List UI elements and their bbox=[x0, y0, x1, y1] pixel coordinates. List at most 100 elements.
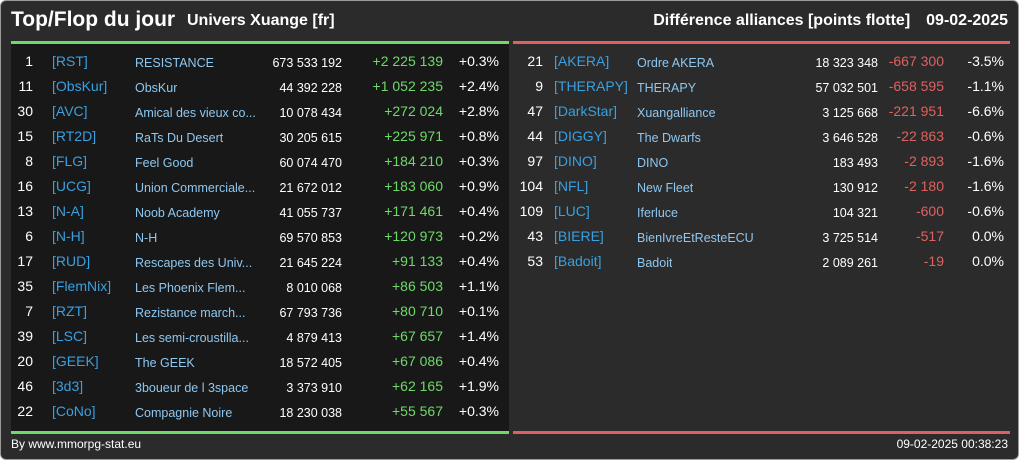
alliance-tag-link[interactable]: [DINO] bbox=[554, 153, 597, 169]
alliance-diff: +55 567 bbox=[392, 403, 443, 419]
alliance-tag-link[interactable]: [AVC] bbox=[52, 103, 88, 119]
alliance-tag-link[interactable]: [RST] bbox=[52, 53, 88, 69]
alliance-points: 673 533 192 bbox=[272, 56, 342, 70]
alliance-row: 47 [DarkStar] Xuangalliance 3 125 668 -221 9… bbox=[513, 100, 1010, 125]
alliance-tag-link[interactable]: [BIERE] bbox=[554, 228, 604, 244]
alliance-row: 97 [DINO] DINO 183 493 -2 893 -1.6% bbox=[513, 150, 1010, 175]
alliance-rank: 97 bbox=[527, 153, 543, 169]
alliance-pct: +1.4% bbox=[458, 328, 499, 344]
alliance-pct: -6.6% bbox=[967, 103, 1004, 119]
alliance-name: Amical des vieux co... bbox=[135, 106, 256, 120]
alliance-rank: 43 bbox=[527, 228, 543, 244]
alliance-points: 69 570 853 bbox=[279, 231, 342, 245]
alliance-tag-link[interactable]: [N-A] bbox=[52, 203, 84, 219]
alliance-name: Badoit bbox=[637, 256, 673, 270]
alliance-tag-link[interactable]: [ObsKur] bbox=[52, 78, 108, 94]
alliance-name: Rescapes des Univ... bbox=[135, 256, 253, 270]
alliance-tag-link[interactable]: [FLG] bbox=[52, 153, 88, 169]
alliance-points: 60 074 470 bbox=[279, 156, 342, 170]
source-credit: By www.mmorpg-stat.eu bbox=[11, 437, 142, 451]
alliance-points: 67 793 736 bbox=[279, 306, 342, 320]
alliance-tag-link[interactable]: [RZT] bbox=[52, 303, 87, 319]
top-accent-bar-bottom bbox=[11, 431, 509, 434]
alliance-diff: -2 893 bbox=[904, 153, 944, 169]
alliance-pct: +0.2% bbox=[458, 228, 499, 244]
alliance-pct: -1.1% bbox=[967, 78, 1004, 94]
alliance-row: 46 [3d3] 3boueur de l 3space 3 373 910 +62 1… bbox=[11, 375, 509, 400]
alliance-points: 104 321 bbox=[832, 206, 878, 220]
alliance-name: BienIvreEtResteECU bbox=[637, 231, 754, 245]
alliance-row: 39 [LSC] Les semi-croustilla... 4 879 413 +6… bbox=[11, 325, 509, 350]
alliance-tag-link[interactable]: [UCG] bbox=[52, 178, 91, 194]
footer-timestamp: 09-02-2025 00:38:23 bbox=[896, 437, 1008, 451]
alliance-name: Iferluce bbox=[637, 206, 678, 220]
alliance-name: DINO bbox=[637, 156, 669, 170]
alliance-rank: 47 bbox=[527, 103, 543, 119]
alliance-row: 9 [THERAPY] THERAPY 57 032 501 -658 595 -1.1% bbox=[513, 75, 1010, 100]
alliance-rank: 30 bbox=[17, 103, 33, 119]
alliance-row: 13 [N-A] Noob Academy 41 055 737 +171 461 +0.… bbox=[11, 200, 509, 225]
alliance-row: 6 [N-H] N-H 69 570 853 +120 973 +0.2% bbox=[11, 225, 509, 250]
alliance-row: 22 [CoNo] Compagnie Noire 18 230 038 +55 567… bbox=[11, 400, 509, 425]
alliance-tag-link[interactable]: [LSC] bbox=[52, 328, 88, 344]
alliance-points: 3 125 668 bbox=[822, 106, 878, 120]
alliance-rank: 39 bbox=[17, 328, 33, 344]
alliance-points: 18 323 348 bbox=[815, 56, 878, 70]
alliance-tag-link[interactable]: [DIGGY] bbox=[554, 128, 607, 144]
alliance-row: 17 [RUD] Rescapes des Univ... 21 645 224 +91… bbox=[11, 250, 509, 275]
alliance-tag-link[interactable]: [RT2D] bbox=[52, 128, 97, 144]
alliance-points: 44 392 228 bbox=[279, 81, 342, 95]
alliance-tag-link[interactable]: [N-H] bbox=[52, 228, 85, 244]
alliance-diff: -667 300 bbox=[888, 53, 944, 69]
flop-panel: 21 [AKERA] Ordre AKERA 18 323 348 -667 300 -3… bbox=[513, 41, 1010, 434]
alliance-tag-link[interactable]: [FlemNix] bbox=[52, 278, 112, 294]
alliance-diff: +183 060 bbox=[384, 178, 443, 194]
alliance-diff: +184 210 bbox=[384, 153, 443, 169]
alliance-tag-link[interactable]: [NFL] bbox=[554, 178, 589, 194]
alliance-pct: -0.6% bbox=[967, 203, 1004, 219]
alliance-name: Ordre AKERA bbox=[637, 56, 715, 70]
alliance-pct: +2.8% bbox=[458, 103, 499, 119]
alliance-points: 8 010 068 bbox=[286, 281, 342, 295]
alliance-tag-link[interactable]: [AKERA] bbox=[554, 53, 610, 69]
alliance-rank: 15 bbox=[17, 128, 33, 144]
alliance-diff: -600 bbox=[915, 203, 944, 219]
alliance-row: 16 [UCG] Union Commerciale... 21 672 012 +18… bbox=[11, 175, 509, 200]
alliance-name: N-H bbox=[135, 231, 158, 245]
alliance-rank: 44 bbox=[527, 128, 543, 144]
alliance-points: 2 089 261 bbox=[822, 256, 878, 270]
alliance-name: 3boueur de l 3space bbox=[135, 381, 249, 395]
alliance-rank: 20 bbox=[17, 353, 33, 369]
alliance-tag-link[interactable]: [Badoit] bbox=[554, 253, 602, 269]
alliance-row: 53 [Badoit] Badoit 2 089 261 -19 0.0% bbox=[513, 250, 1010, 275]
alliance-tag-link[interactable]: [3d3] bbox=[52, 378, 84, 394]
alliance-rank: 8 bbox=[25, 153, 33, 169]
alliance-rank: 53 bbox=[527, 253, 543, 269]
alliance-rank: 46 bbox=[17, 378, 33, 394]
alliance-rank: 22 bbox=[17, 403, 33, 419]
alliance-name: Noob Academy bbox=[135, 206, 220, 220]
alliance-tag-link[interactable]: [DarkStar] bbox=[554, 103, 618, 119]
alliance-points: 41 055 737 bbox=[279, 206, 342, 220]
alliance-name: New Fleet bbox=[637, 181, 694, 195]
alliance-rank: 35 bbox=[17, 278, 33, 294]
alliance-tag-link[interactable]: [GEEK] bbox=[52, 353, 99, 369]
alliance-rank: 1 bbox=[25, 53, 33, 69]
alliance-diff: +67 086 bbox=[392, 353, 443, 369]
alliance-tag-link[interactable]: [RUD] bbox=[52, 253, 91, 269]
alliance-pct: +1.1% bbox=[458, 278, 499, 294]
alliance-name: Les semi-croustilla... bbox=[135, 331, 249, 345]
alliance-diff: +2 225 139 bbox=[372, 53, 443, 69]
alliance-pct: +0.4% bbox=[458, 253, 499, 269]
alliance-pct: -1.6% bbox=[967, 153, 1004, 169]
alliance-tag-link[interactable]: [CoNo] bbox=[52, 403, 96, 419]
alliance-rank: 16 bbox=[17, 178, 33, 194]
alliance-name: Compagnie Noire bbox=[135, 406, 233, 420]
alliance-diff: +1 052 235 bbox=[372, 78, 443, 94]
alliance-pct: +0.1% bbox=[458, 303, 499, 319]
alliance-tag-link[interactable]: [LUC] bbox=[554, 203, 590, 219]
alliance-name: THERAPY bbox=[637, 81, 697, 95]
header-date: 09-02-2025 bbox=[926, 12, 1008, 29]
alliance-tag-link[interactable]: [THERAPY] bbox=[554, 78, 628, 94]
alliance-name: The GEEK bbox=[135, 356, 195, 370]
